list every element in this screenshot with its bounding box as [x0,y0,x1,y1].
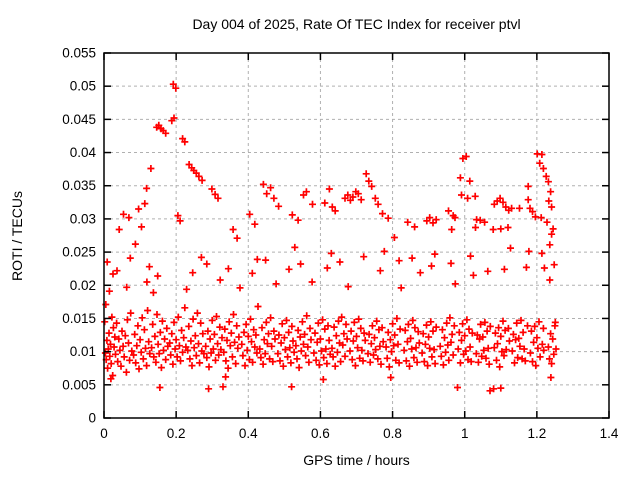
y-tick-label: 0.035 [62,178,96,193]
y-axis-label: ROTI / TECUs [9,191,25,281]
x-tick-label: 0.6 [311,426,330,441]
y-tick-label: 0.04 [70,145,97,160]
y-tick-label: 0.015 [62,311,96,326]
x-tick-label: 1 [461,426,469,441]
y-tick-label: 0.055 [62,46,96,61]
y-tick-label: 0.005 [62,377,96,392]
x-tick-label: 1.2 [527,426,546,441]
x-tick-label: 0.8 [383,426,402,441]
x-tick-label: 0.2 [167,426,186,441]
x-tick-label: 1.4 [600,426,619,441]
x-tick-label: 0 [100,426,108,441]
x-axis-label: GPS time / hours [303,452,410,468]
y-tick-label: 0.03 [70,211,96,226]
y-tick-label: 0 [88,411,96,426]
y-tick-label: 0.045 [62,112,96,127]
x-tick-label: 0.4 [239,426,258,441]
data-points [101,80,560,395]
y-tick-label: 0.02 [70,278,96,293]
plot-border [103,52,610,419]
y-tick-label: 0.01 [70,344,96,359]
chart-title: Day 004 of 2025, Rate Of TEC Index for r… [192,16,521,32]
y-tick-label: 0.05 [70,79,96,94]
y-tick-label: 0.025 [62,245,96,260]
